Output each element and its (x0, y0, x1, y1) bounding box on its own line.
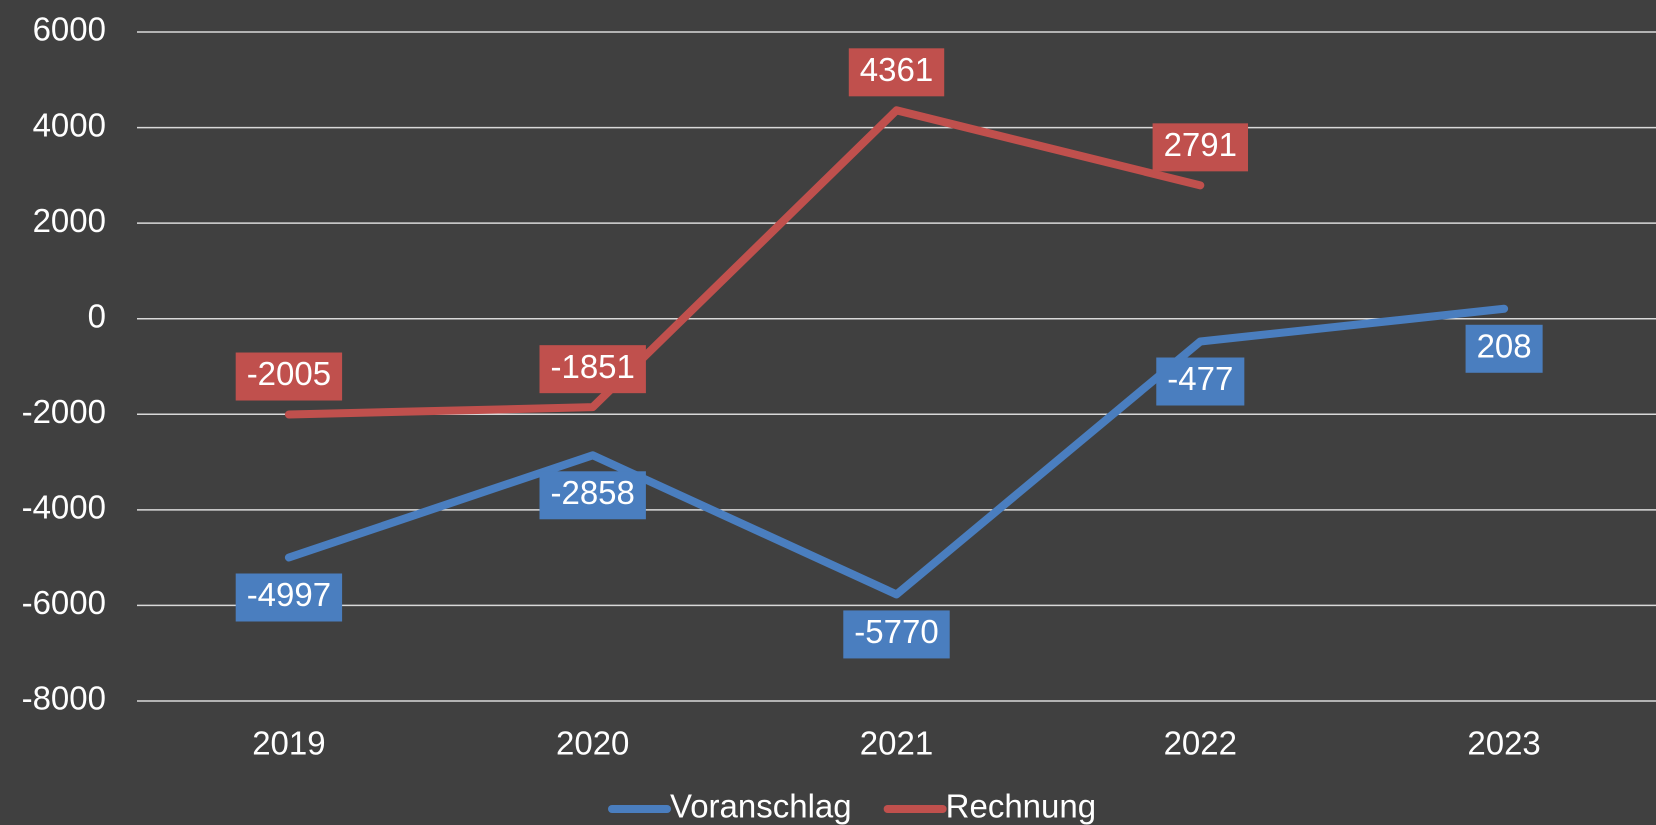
series-line (284, 304, 1509, 599)
data-label: -4997 (235, 573, 343, 622)
x-tick-label: 2020 (556, 725, 629, 762)
y-tick-label: -4000 (22, 489, 106, 526)
legend-label: Rechnung (946, 788, 1096, 825)
y-tick-label: -2000 (22, 393, 106, 430)
data-label-text: -1851 (550, 348, 634, 385)
data-label: -477 (1156, 357, 1245, 406)
data-label-box (235, 352, 343, 401)
data-label: -2858 (539, 471, 646, 520)
data-label: 4361 (848, 48, 945, 97)
data-label-text: 2791 (1164, 126, 1237, 163)
y-tick-label: 4000 (33, 106, 106, 143)
data-label: -2005 (235, 352, 343, 401)
data-label-box (848, 48, 945, 97)
data-label-box (1156, 357, 1245, 406)
data-label-text: -477 (1167, 360, 1233, 397)
y-tick-label: 6000 (33, 11, 106, 48)
data-label-text: -2858 (550, 474, 634, 511)
data-label-text: 208 (1477, 327, 1532, 364)
x-tick-label: 2022 (1164, 725, 1237, 762)
x-tick-label: 2019 (252, 725, 325, 762)
data-label: -5770 (843, 610, 950, 659)
y-tick-label: 0 (88, 297, 106, 334)
data-label: 208 (1465, 324, 1543, 373)
data-label-box (1465, 324, 1543, 373)
legend-label: Voranschlag (670, 788, 852, 825)
x-tick-label: 2023 (1467, 725, 1540, 762)
y-tick-label: 2000 (33, 202, 106, 239)
data-label-box (843, 610, 950, 659)
data-label-box (235, 573, 343, 622)
x-tick-label: 2021 (860, 725, 933, 762)
data-label-text: -5770 (854, 613, 938, 650)
series-line (284, 106, 1205, 419)
data-label: 2791 (1152, 123, 1249, 172)
data-label-text: 4361 (860, 51, 933, 88)
y-tick-label: -8000 (22, 680, 106, 717)
data-label-text: -2005 (247, 355, 331, 392)
data-label: -1851 (539, 345, 646, 394)
y-tick-label: -6000 (22, 584, 106, 621)
data-label-text: -4997 (247, 576, 331, 613)
data-label-box (539, 345, 646, 394)
data-label-box (1152, 123, 1249, 172)
data-label-box (539, 471, 646, 520)
